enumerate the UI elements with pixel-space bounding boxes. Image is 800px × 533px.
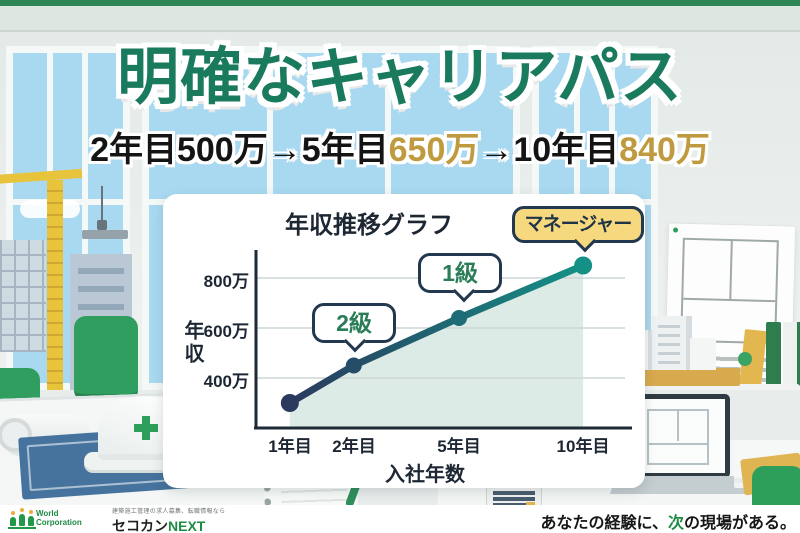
model-building-3 <box>690 338 716 370</box>
subtitle-part: →10年目 <box>479 131 620 169</box>
logo-line1: World <box>36 509 59 518</box>
top-green-bar <box>0 0 800 6</box>
helmet-green-cross-icon <box>134 416 158 440</box>
y-tick-600: 600万 <box>203 322 249 341</box>
slogan-highlight: 次 <box>667 515 684 532</box>
footer-slogan: あなたの経験に、次の現場がある。 <box>540 509 796 533</box>
site-tagline: 建築施工管理の求人募集、転職情報なら <box>112 509 226 515</box>
green-chair-right <box>752 466 800 508</box>
x-tick-year1: 1年目 <box>268 437 312 456</box>
site-name: セコカンNEXT <box>112 516 225 533</box>
ceiling <box>0 6 800 32</box>
calculator-keys <box>493 491 535 507</box>
y-tick-800: 800万 <box>203 272 249 291</box>
y-tick-400: 400万 <box>203 372 249 391</box>
lifted-beam-illustration <box>82 230 128 239</box>
green-binder <box>766 322 781 386</box>
site-branding: 建築施工管理の求人募集、転職情報なら セコカンNEXT <box>112 506 225 533</box>
green-binder <box>797 322 800 386</box>
annotation-manager: マネージャー <box>512 206 644 253</box>
salary-path-subtitle: 2年目500万→5年目650万→10年目840万 <box>0 122 800 171</box>
y-axis-title: 年収 <box>181 320 203 366</box>
x-tick-year10: 10年目 <box>556 437 610 456</box>
site-name-main: セコカン <box>112 518 168 533</box>
laptop-screen <box>626 394 730 478</box>
model-building-2 <box>652 316 692 370</box>
chart-title: 年収推移グラフ <box>285 212 453 239</box>
slogan-part: あなたの経験に、 <box>540 515 668 532</box>
page-title: 明確なキャリアパス <box>117 43 683 112</box>
world-corporation-logo-icon <box>8 508 38 529</box>
laptop-keyboard <box>610 476 746 494</box>
world-corporation-logo-text: World Corporation <box>36 509 82 527</box>
white-binder <box>783 322 796 386</box>
model-tree <box>738 352 752 366</box>
x-axis-title: 入社年数 <box>385 464 465 486</box>
chart-card: 年収推移グラフ 年収 800万 600万 400万 1年目 2年目 5年目 10… <box>163 194 645 488</box>
annotation-label: マネージャー <box>524 214 633 235</box>
footer-bar: World Corporation 建築施工管理の求人募集、転職情報なら セコカ… <box>0 505 800 533</box>
annotation-grade2: 2級 <box>312 303 396 353</box>
subtitle-part: 2年目500万→5年目 <box>90 131 389 169</box>
poster-pin <box>673 227 679 233</box>
logo-line2: Corporation <box>36 518 82 527</box>
site-name-accent: NEXT <box>168 518 206 533</box>
scaffolding-illustration <box>0 240 46 352</box>
subtitle-highlight: 650万 <box>388 131 480 169</box>
green-chair-left <box>74 316 138 402</box>
laptop-floorplan-display <box>631 399 725 473</box>
subtitle-highlight: 840万 <box>619 131 710 169</box>
crane-hook <box>97 220 107 230</box>
crane-hook-line <box>101 186 103 226</box>
crane-tower-illustration <box>47 180 63 392</box>
annotation-grade1: 1級 <box>418 253 502 303</box>
x-tick-year5: 5年目 <box>437 437 481 456</box>
x-tick-year2: 2年目 <box>332 437 376 456</box>
slogan-part: の現場がある。 <box>683 515 796 532</box>
floorplan-drawing <box>680 237 779 345</box>
